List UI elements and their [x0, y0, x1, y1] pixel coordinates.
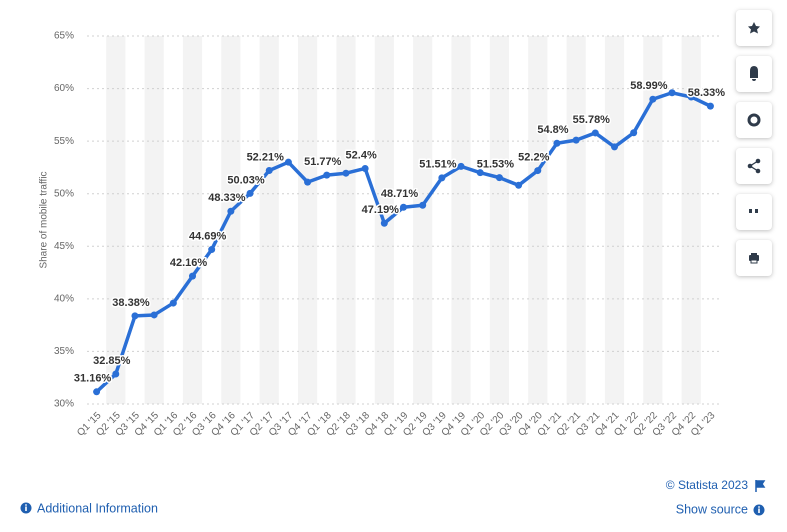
data-point	[380, 219, 388, 227]
cite-button[interactable]	[736, 194, 772, 230]
data-label: 51.77%	[304, 156, 342, 168]
y-tick-label: 65%	[54, 31, 74, 42]
data-label: 48.71%	[381, 188, 419, 200]
data-point	[246, 189, 254, 197]
band	[259, 36, 279, 404]
data-point	[591, 129, 599, 137]
data-label: 52.21%	[247, 151, 285, 163]
data-point	[342, 169, 350, 177]
data-label: 58.99%	[630, 80, 668, 92]
band	[336, 36, 356, 404]
band	[298, 36, 318, 404]
data-label: 51.51%	[419, 159, 457, 171]
data-point	[476, 169, 484, 177]
data-point	[572, 136, 580, 144]
data-point	[668, 89, 676, 97]
bands	[106, 36, 701, 404]
star-icon	[748, 22, 760, 34]
data-label: 51.53%	[477, 159, 515, 171]
data-point	[630, 129, 638, 137]
band	[489, 36, 509, 404]
data-point	[131, 312, 139, 320]
data-label: 38.38%	[112, 297, 150, 309]
band	[144, 36, 164, 404]
data-label: 52.2%	[518, 151, 549, 163]
data-label: 31.16%	[74, 373, 112, 385]
y-tick-label: 55%	[54, 136, 74, 147]
data-label: 58.33%	[688, 87, 726, 99]
toolbar	[736, 10, 772, 276]
data-label: 50.03%	[227, 174, 265, 186]
data-point	[687, 93, 695, 101]
data-label: 32.85%	[93, 355, 131, 367]
bell-icon	[750, 66, 758, 81]
additional-information-link[interactable]: Additional Information	[37, 501, 158, 515]
data-point	[553, 139, 561, 147]
data-point	[438, 174, 446, 182]
band	[182, 36, 203, 404]
y-axis-title: Share of mobile traffic	[39, 171, 50, 268]
data-point	[457, 162, 465, 170]
data-point	[150, 311, 158, 319]
show-source-link[interactable]: Show source	[676, 502, 748, 516]
y-tick-label: 50%	[54, 188, 74, 199]
band	[413, 36, 433, 404]
data-point	[112, 370, 120, 378]
settings-button[interactable]	[736, 102, 772, 138]
y-tick-label: 30%	[54, 399, 74, 410]
data-point	[93, 388, 101, 396]
data-label: 55.78%	[573, 114, 611, 126]
data-point	[323, 171, 331, 179]
data-point	[208, 246, 216, 254]
data-point	[495, 174, 503, 182]
data-point	[400, 203, 407, 211]
data-label: 42.16%	[170, 257, 208, 269]
band	[221, 36, 241, 404]
data-point	[534, 167, 542, 175]
data-point	[361, 164, 369, 172]
data-label: 48.33%	[208, 192, 246, 204]
band	[528, 36, 548, 404]
data-point	[515, 181, 523, 189]
share-icon	[747, 158, 761, 174]
data-point	[419, 201, 427, 209]
info-icon-dot	[758, 506, 760, 508]
data-label: 54.8%	[537, 124, 568, 136]
share-button[interactable]	[736, 148, 772, 184]
info-icon-bar	[758, 508, 760, 513]
data-point	[706, 102, 714, 110]
band	[643, 36, 663, 404]
y-tick-label: 60%	[54, 83, 74, 94]
data-point	[304, 178, 312, 186]
data-point	[169, 299, 177, 307]
data-point	[189, 272, 196, 280]
info-icon-dot	[25, 504, 27, 506]
info-icon-bar	[25, 506, 27, 511]
data-point	[284, 158, 292, 166]
data-label: 44.69%	[189, 230, 227, 242]
data-label: 52.4%	[346, 149, 377, 161]
y-tick-label: 40%	[54, 293, 74, 304]
band	[451, 36, 471, 404]
quote-icon	[749, 209, 758, 213]
grid: 30% 35% 40% 45% 50% 55% 60% 65%	[54, 31, 720, 410]
data-point	[265, 166, 273, 174]
y-tick-label: 45%	[54, 241, 74, 252]
copyright[interactable]: © Statista 2023	[666, 478, 749, 492]
band	[681, 36, 701, 404]
band	[566, 36, 586, 404]
data-point	[649, 95, 657, 103]
print-icon	[749, 253, 759, 264]
y-tick-label: 35%	[54, 346, 74, 357]
band	[106, 36, 126, 404]
band	[604, 36, 625, 404]
gear-icon	[747, 113, 761, 127]
data-point	[611, 143, 618, 151]
flag-icon	[755, 480, 766, 492]
data-label: 47.19%	[362, 204, 400, 216]
data-point	[227, 207, 235, 215]
